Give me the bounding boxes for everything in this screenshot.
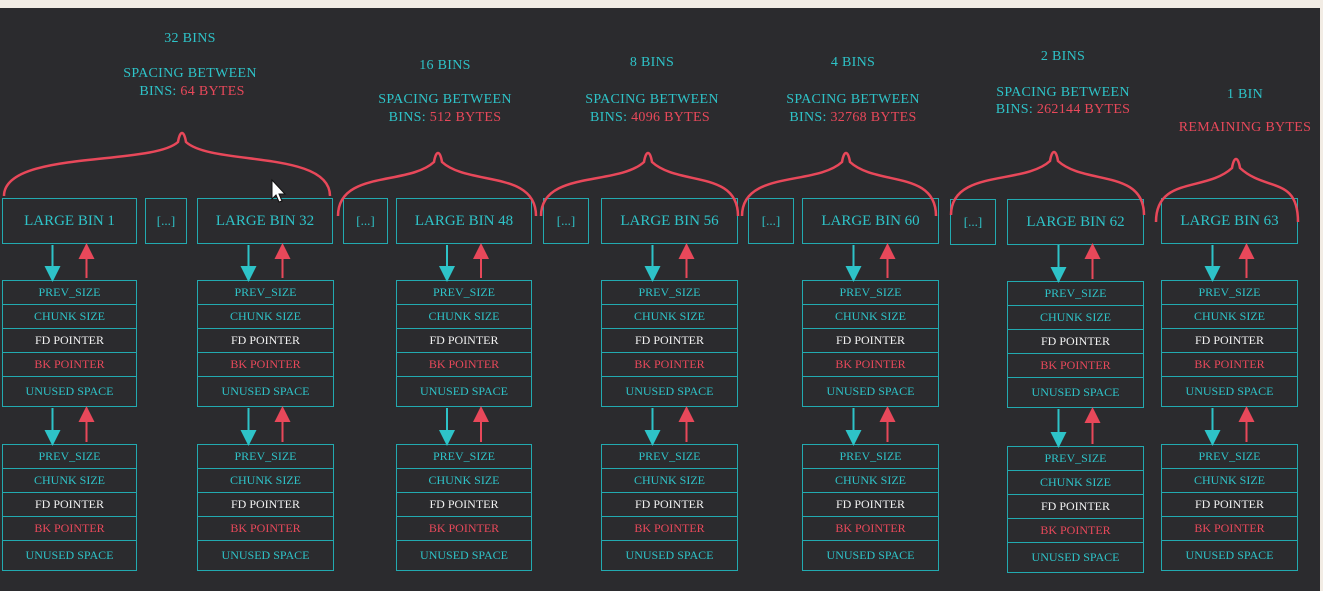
- group-1-spacing-label: SPACING BETWEEN: [123, 66, 257, 81]
- ellipsis-4-label: [...]: [761, 213, 781, 228]
- chunk-4-2: PREV_SIZE CHUNK SIZE FD POINTER BK POINTER U…: [601, 444, 738, 571]
- chunk-field-unused-space: UNUSED SPACE: [1007, 542, 1144, 573]
- large-bin-1: LARGE BIN 1: [2, 198, 137, 244]
- large-bin-32-label: LARGE BIN 32: [215, 212, 315, 229]
- group-2-spacing-prefix: BINS:: [388, 110, 426, 125]
- large-bin-48: LARGE BIN 48: [396, 198, 532, 244]
- chunk-field-unused-space: UNUSED SPACE: [2, 376, 137, 407]
- chunk-2-1: PREV_SIZE CHUNK SIZE FD POINTER BK POINTER U…: [197, 280, 334, 407]
- chunk-field-unused-space: UNUSED SPACE: [1007, 377, 1144, 408]
- group-4-brace: [740, 151, 938, 217]
- group-2-spacing-value: 512 BYTES: [429, 110, 502, 125]
- large-bin-62: LARGE BIN 62: [1007, 199, 1144, 245]
- group-6-brace: [1154, 157, 1300, 223]
- chunk-6-1: PREV_SIZE CHUNK SIZE FD POINTER BK POINTER U…: [1007, 281, 1144, 408]
- chunk-2-2: PREV_SIZE CHUNK SIZE FD POINTER BK POINTER U…: [197, 444, 334, 571]
- large-bin-48-label: LARGE BIN 48: [414, 212, 514, 229]
- ellipsis-box-5: [...]: [950, 199, 996, 245]
- group-5-count: 2 BINS: [1040, 49, 1086, 64]
- ellipsis-3-label: [...]: [556, 213, 576, 228]
- group-4-count: 4 BINS: [830, 55, 876, 70]
- group-2-brace: [336, 151, 538, 217]
- chunk-5-1: PREV_SIZE CHUNK SIZE FD POINTER BK POINTER U…: [802, 280, 939, 407]
- chunk-6-2: PREV_SIZE CHUNK SIZE FD POINTER BK POINTER U…: [1007, 446, 1144, 573]
- group-5-spacing-prefix: BINS:: [995, 102, 1034, 117]
- chunk-5-2: PREV_SIZE CHUNK SIZE FD POINTER BK POINTER U…: [802, 444, 939, 571]
- group-3-brace: [539, 151, 740, 217]
- large-bin-56: LARGE BIN 56: [601, 198, 738, 244]
- chunk-4-1: PREV_SIZE CHUNK SIZE FD POINTER BK POINTER U…: [601, 280, 738, 407]
- chunk-1-1: PREV_SIZE CHUNK SIZE FD POINTER BK POINTER U…: [2, 280, 137, 407]
- chunk-3-1: PREV_SIZE CHUNK SIZE FD POINTER BK POINTER U…: [396, 280, 532, 407]
- group-5-spacing: BINS: 262144 BYTES: [996, 102, 1131, 118]
- group-3-spacing-prefix: BINS:: [590, 110, 628, 125]
- chunk-field-unused-space: UNUSED SPACE: [802, 376, 939, 407]
- ellipsis-box-2: [...]: [343, 198, 388, 244]
- chunk-field-unused-space: UNUSED SPACE: [802, 540, 939, 571]
- chunk-field-unused-space: UNUSED SPACE: [197, 540, 334, 571]
- group-3-count: 8 BINS: [629, 55, 675, 70]
- chunk-field-unused-space: UNUSED SPACE: [2, 540, 137, 571]
- chunk-field-unused-space: UNUSED SPACE: [601, 540, 738, 571]
- group-4-spacing: BINS: 32768 BYTES: [789, 110, 916, 126]
- chunk-field-unused-space: UNUSED SPACE: [1161, 376, 1298, 407]
- group-6-spacing-value: REMAINING BYTES: [1178, 120, 1312, 135]
- connectors-layer: [2, 131, 1300, 448]
- group-1-spacing-value: 64 BYTES: [180, 84, 245, 99]
- chunk-field-unused-space: UNUSED SPACE: [601, 376, 738, 407]
- chunk-field-unused-space: UNUSED SPACE: [1161, 540, 1298, 571]
- large-bin-62-label: LARGE BIN 62: [1026, 213, 1125, 230]
- mouse-cursor-icon: [271, 178, 287, 203]
- group-4-spacing-value: 32768 BYTES: [830, 110, 917, 125]
- large-bin-60-label: LARGE BIN 60: [821, 212, 920, 229]
- chunk-field-unused-space: UNUSED SPACE: [396, 540, 532, 571]
- chunk-field-unused-space: UNUSED SPACE: [197, 376, 334, 407]
- group-4-spacing-prefix: BINS:: [789, 110, 827, 125]
- ellipsis-5-label: [...]: [963, 214, 983, 229]
- group-1-spacing: BINS: 64 BYTES: [139, 84, 244, 100]
- group-2-spacing: BINS: 512 BYTES: [389, 110, 502, 126]
- chunk-7-1: PREV_SIZE CHUNK SIZE FD POINTER BK POINTER U…: [1161, 280, 1298, 407]
- group-5-brace: [949, 150, 1146, 216]
- ellipsis-box-4: [...]: [748, 198, 794, 244]
- ellipsis-2-label: [...]: [356, 213, 375, 228]
- large-bin-1-label: LARGE BIN 1: [24, 212, 115, 229]
- chunk-7-2: PREV_SIZE CHUNK SIZE FD POINTER BK POINTER U…: [1161, 444, 1298, 571]
- ellipsis-box-1: [...]: [145, 198, 187, 244]
- chunk-field-unused-space: UNUSED SPACE: [396, 376, 532, 407]
- ellipsis-1-label: [...]: [156, 213, 176, 228]
- chunk-3-2: PREV_SIZE CHUNK SIZE FD POINTER BK POINTER U…: [396, 444, 532, 571]
- group-1-count: 32 BINS: [164, 31, 216, 46]
- group-3-spacing-label: SPACING BETWEEN: [585, 92, 719, 107]
- group-2-spacing-label: SPACING BETWEEN: [378, 92, 512, 107]
- group-2-count: 16 BINS: [419, 58, 471, 73]
- large-bin-56-label: LARGE BIN 56: [620, 212, 719, 229]
- diagram-board: 32 BINS SPACING BETWEEN BINS: 64 BYTES 1…: [0, 8, 1320, 591]
- group-5-spacing-value: 262144 BYTES: [1036, 102, 1131, 117]
- large-bin-60: LARGE BIN 60: [802, 198, 939, 244]
- group-1-spacing-prefix: BINS:: [139, 84, 177, 99]
- large-bin-32: LARGE BIN 32: [197, 198, 333, 244]
- group-3-spacing-value: 4096 BYTES: [631, 110, 710, 125]
- chunk-1-2: PREV_SIZE CHUNK SIZE FD POINTER BK POINTER U…: [2, 444, 137, 571]
- group-1-brace: [2, 131, 332, 197]
- group-3-spacing: BINS: 4096 BYTES: [590, 110, 710, 126]
- group-5-spacing-label: SPACING BETWEEN: [996, 85, 1130, 100]
- group-4-spacing-label: SPACING BETWEEN: [786, 92, 920, 107]
- ellipsis-box-3: [...]: [543, 198, 589, 244]
- large-bin-63-label: LARGE BIN 63: [1180, 212, 1279, 229]
- group-6-count: 1 BIN: [1226, 87, 1264, 102]
